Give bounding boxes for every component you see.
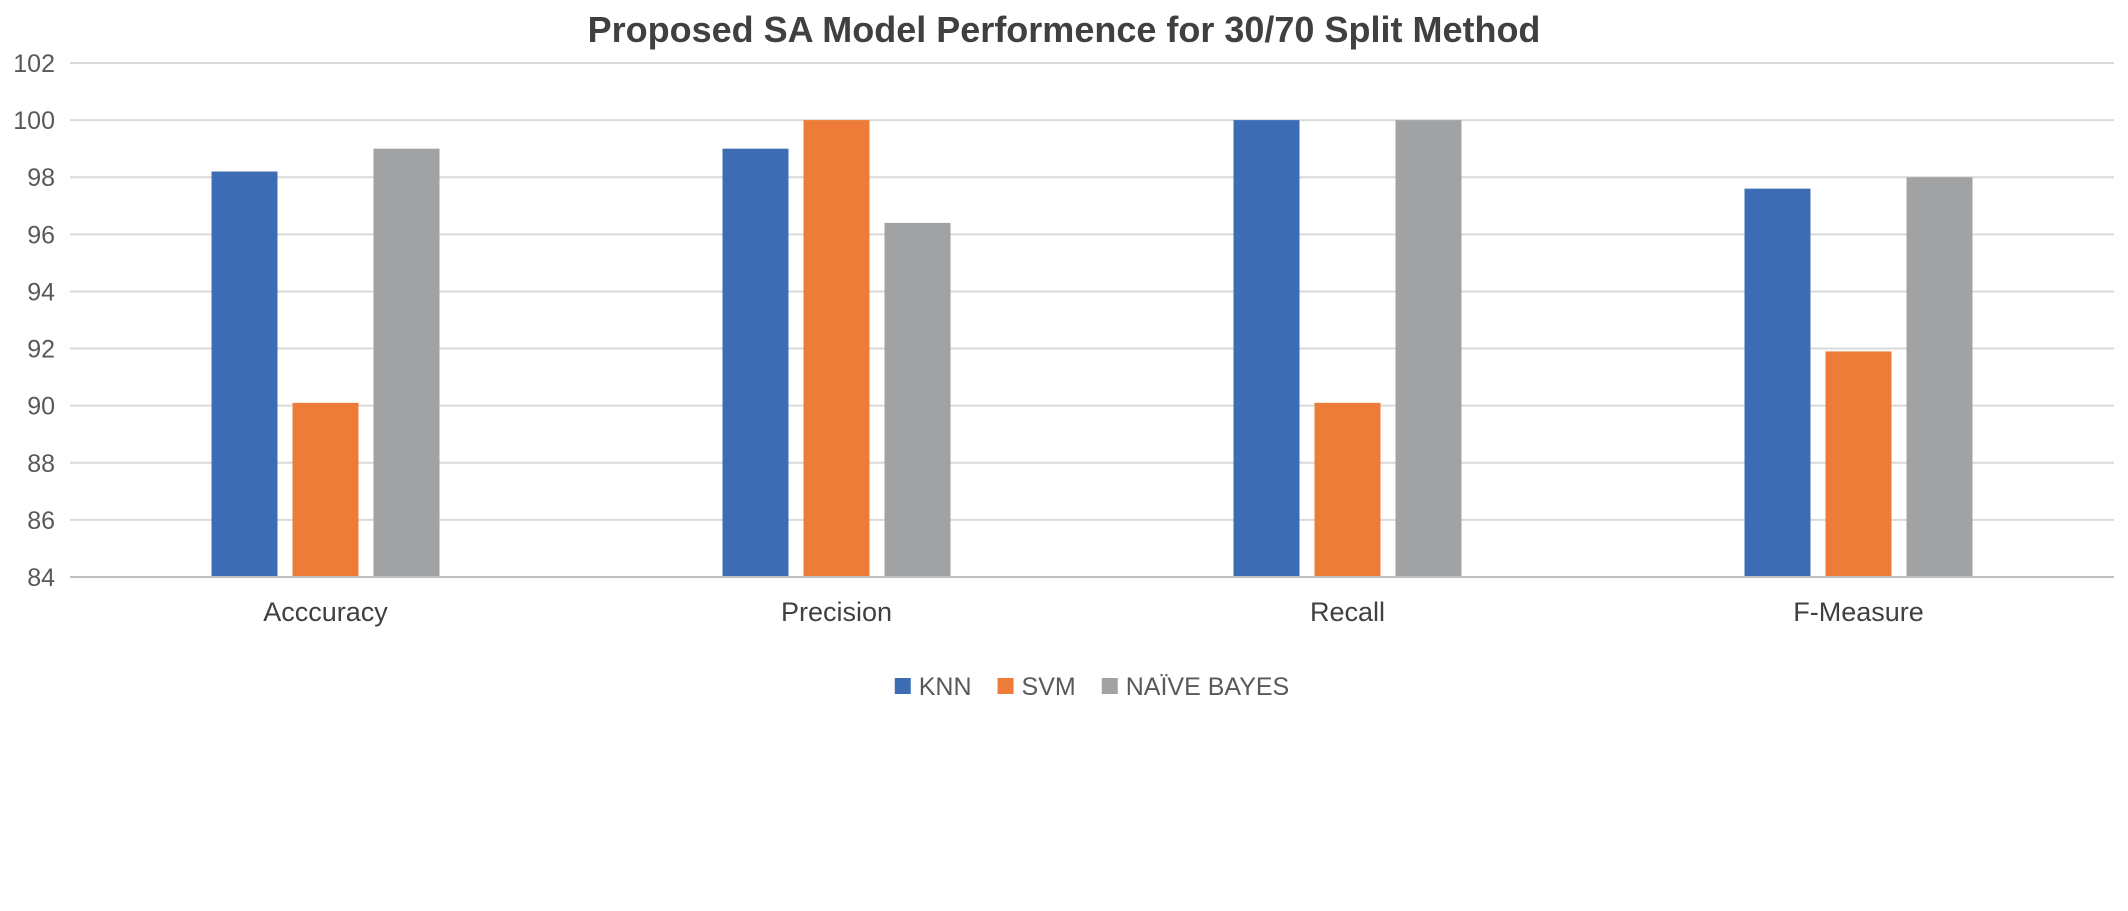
y-tick-label: 92 xyxy=(27,336,55,364)
y-tick-label: 94 xyxy=(27,278,55,306)
bar: NAÏVE BAYES – Acccuracy: 99 xyxy=(373,148,440,577)
y-axis-ticks: 84 86 88 90 92 94 96 98 100 102 xyxy=(13,50,55,592)
bar: NAÏVE BAYES – F-Measure: 98 xyxy=(1906,177,1973,577)
bar: SVM – Recall: 90.1 xyxy=(1314,402,1381,577)
y-tick-label: 98 xyxy=(27,164,55,192)
legend-item: KNN xyxy=(894,673,972,701)
legend-item: SVM xyxy=(997,673,1076,701)
legend-label: NAÏVE BAYES xyxy=(1126,673,1290,701)
bars: KNN – Acccuracy: 98.2SVM – Acccuracy: 90… xyxy=(211,120,1973,577)
bar: SVM – Precision: 100 xyxy=(803,120,870,577)
category-label: Recall xyxy=(1310,597,1385,627)
bar: KNN – Recall: 100 xyxy=(1233,120,1300,577)
bar: KNN – F-Measure: 97.6 xyxy=(1744,188,1811,577)
bar: SVM – Acccuracy: 90.1 xyxy=(292,402,359,577)
y-tick-label: 90 xyxy=(27,393,55,421)
y-tick-label: 102 xyxy=(13,50,55,78)
y-tick-label: 100 xyxy=(13,107,55,135)
legend-label: KNN xyxy=(919,673,972,701)
legend-swatch xyxy=(997,678,1014,694)
category-label: Acccuracy xyxy=(263,597,388,627)
category-labels: Acccuracy Precision Recall F-Measure xyxy=(263,597,1924,627)
legend: KNN SVM NAÏVE BAYES xyxy=(894,673,1290,701)
y-tick-label: 84 xyxy=(27,564,55,592)
y-tick-label: 96 xyxy=(27,221,55,249)
chart-title: Proposed SA Model Performence for 30/70 … xyxy=(588,9,1541,50)
y-tick-label: 88 xyxy=(27,450,55,478)
legend-label: SVM xyxy=(1022,673,1076,701)
bar: SVM – F-Measure: 91.9 xyxy=(1825,351,1892,577)
bar: KNN – Precision: 99 xyxy=(722,148,789,577)
legend-swatch xyxy=(894,678,911,694)
y-tick-label: 86 xyxy=(27,507,55,535)
legend-item: NAÏVE BAYES xyxy=(1101,673,1290,701)
bar: NAÏVE BAYES – Precision: 96.4 xyxy=(884,222,951,577)
category-label: F-Measure xyxy=(1793,597,1924,627)
legend-swatch xyxy=(1101,678,1118,694)
category-label: Precision xyxy=(781,597,892,627)
bar: KNN – Acccuracy: 98.2 xyxy=(211,171,278,577)
bar: NAÏVE BAYES – Recall: 100 xyxy=(1395,120,1462,577)
